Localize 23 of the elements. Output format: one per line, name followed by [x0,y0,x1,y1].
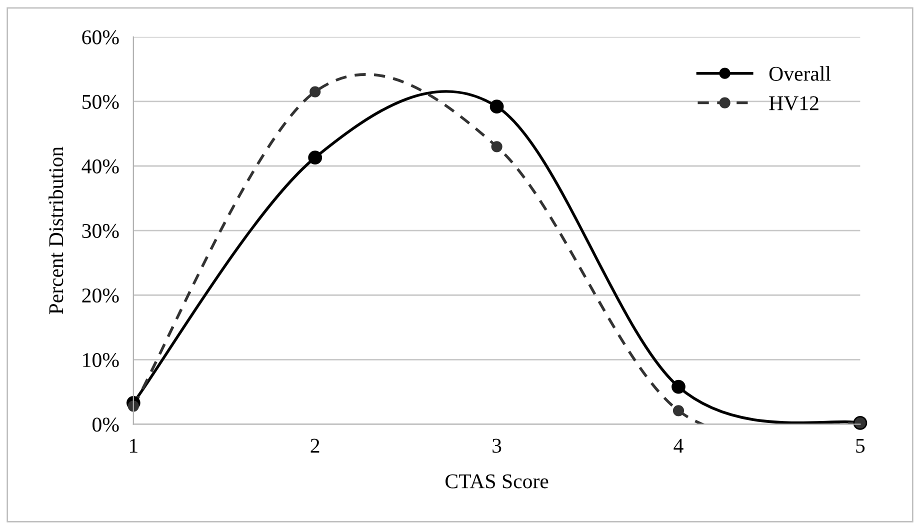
point [308,150,322,165]
point [672,405,684,416]
point [490,100,504,114]
point [672,380,686,394]
x-tick-label: 5 [856,438,865,453]
x-axis-title: CTAS Score [446,474,548,488]
y-tick-label: 40% [82,159,119,174]
legend-label: HV12 [769,96,818,110]
y-tick-label: 10% [83,353,119,368]
point [310,86,321,98]
point [128,400,139,412]
y-tick-label: 60% [82,30,119,44]
y-tick-label: 50% [82,94,119,109]
x-tick-label: 1 [130,438,138,453]
y-tick-label: 30% [82,224,119,238]
legend-label: Overall [769,66,831,81]
y-axis-title: Percent Distribution [48,146,64,314]
x-tick-label: 4 [674,438,684,453]
y-tick-label: 20% [82,288,119,303]
point [491,141,502,152]
y-tick-label: 0% [92,418,119,432]
x-tick-label: 2 [310,438,320,453]
x-tick-label: 3 [492,438,502,453]
